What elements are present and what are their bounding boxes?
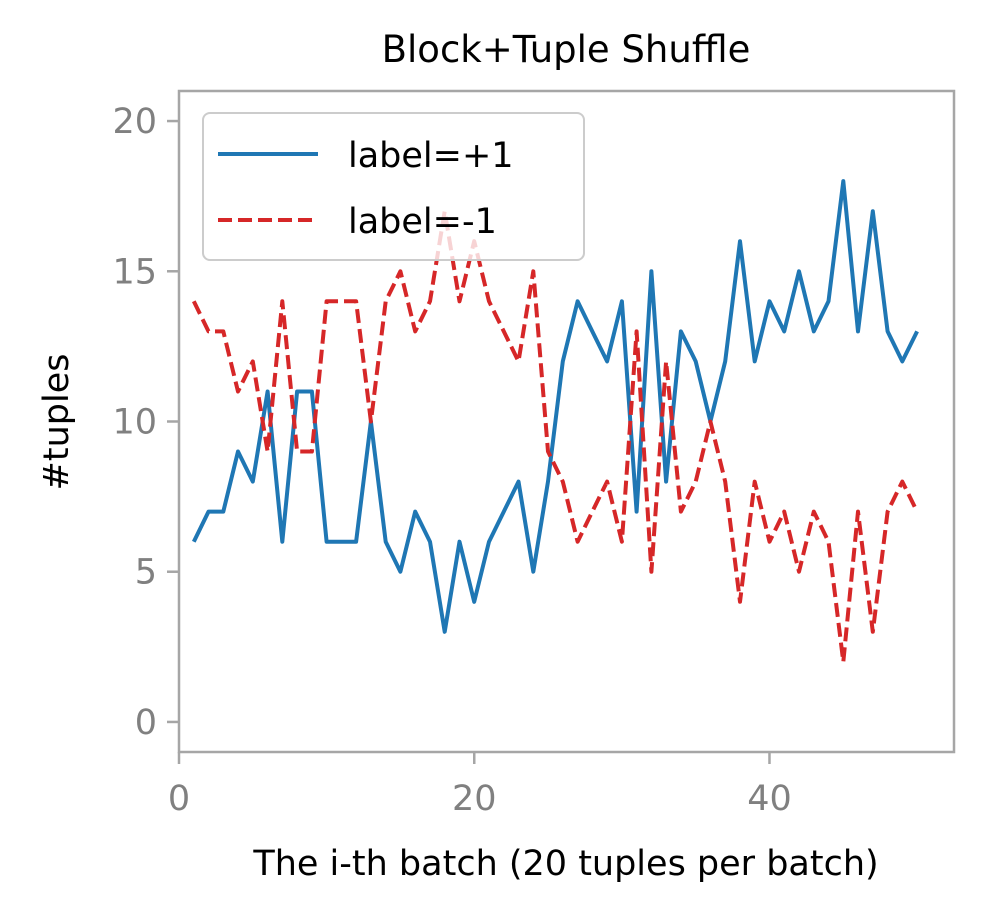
y-tick-label: 10 xyxy=(112,403,157,443)
y-tick-label: 15 xyxy=(112,252,157,292)
y-tick-label: 20 xyxy=(112,102,157,142)
x-axis-label: The i-th batch (20 tuples per batch) xyxy=(252,844,878,884)
x-tick-label: 20 xyxy=(452,779,497,819)
plot-area xyxy=(192,179,919,664)
legend-box xyxy=(202,112,585,261)
chart-title: Block+Tuple Shuffle xyxy=(382,28,751,71)
x-tick-label: 40 xyxy=(747,779,792,819)
legend-entry-label-minus-1: label=-1 xyxy=(348,202,497,242)
series-line-label-minus-1 xyxy=(192,209,919,664)
y-axis-label: #tuples xyxy=(37,354,77,491)
x-tick-label: 0 xyxy=(168,779,190,819)
legend-entry-label-plus-1: label=+1 xyxy=(348,136,514,176)
y-axis: 0 5 10 15 20 xyxy=(112,102,179,743)
y-tick-label: 5 xyxy=(135,553,157,593)
y-tick-label: 0 xyxy=(135,703,157,743)
x-axis: 0 20 40 xyxy=(168,752,792,819)
legend: label=+1 label=-1 xyxy=(202,112,585,261)
